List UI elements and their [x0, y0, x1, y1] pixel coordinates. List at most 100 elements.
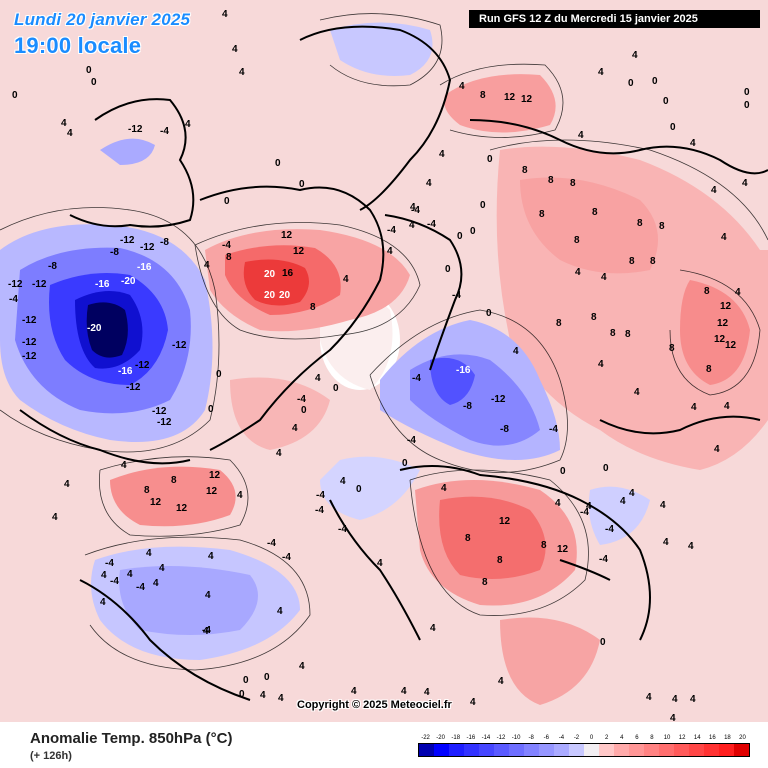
anomaly-value-label: 8	[556, 318, 562, 329]
anomaly-value-label: -4	[316, 490, 325, 501]
lead-time: (+ 126h)	[30, 750, 72, 762]
anomaly-value-label: 4	[598, 359, 604, 370]
anomaly-value-label: 8	[625, 329, 631, 340]
legend-tick-label: 8	[650, 735, 654, 741]
anomaly-value-label: 0	[216, 369, 222, 380]
anomaly-value-label: -4	[110, 576, 119, 587]
anomaly-value-label: 20	[279, 290, 291, 301]
anomaly-value-label: 8	[650, 256, 656, 267]
anomaly-value-label: 4	[578, 130, 584, 141]
anomaly-value-label: 4	[205, 590, 211, 601]
legend-tick-label: 16	[708, 735, 716, 741]
anomaly-value-label: 0	[12, 90, 18, 101]
anomaly-value-label: 4	[601, 272, 607, 283]
legend-tick-label: -18	[451, 735, 461, 741]
anomaly-value-label: 8	[704, 286, 710, 297]
anomaly-value-label: 12	[293, 246, 305, 257]
anomaly-value-label: -8	[48, 261, 57, 272]
anomaly-value-label: -16	[137, 262, 152, 273]
anomaly-value-label: 20	[264, 269, 276, 280]
legend-tick-label: -20	[436, 735, 445, 741]
anomaly-value-label: 4	[208, 551, 214, 562]
anomaly-value-label: -4	[387, 225, 396, 236]
anomaly-value-label: 8	[659, 221, 665, 232]
anomaly-value-label: 8	[574, 235, 580, 246]
anomaly-value-label: 4	[691, 402, 697, 413]
anomaly-value-label: 12	[209, 470, 221, 481]
anomaly-value-label: 4	[146, 548, 152, 559]
legend-color-swatch	[464, 744, 479, 756]
anomaly-value-label: -4	[411, 205, 420, 216]
anomaly-value-label: -12	[120, 235, 135, 246]
legend-tick-label: 14	[693, 735, 701, 741]
legend-color-swatch	[494, 744, 509, 756]
map-svg: -12 -12-8-16 -20-16-12-12 -8-20-12-12-12-12…	[0, 9, 768, 722]
anomaly-value-label: 4	[222, 9, 228, 20]
anomaly-value-label: 4	[672, 694, 678, 705]
legend-color-swatch	[614, 744, 629, 756]
anomaly-value-label: 4	[239, 67, 245, 78]
anomaly-value-label: 4	[441, 483, 447, 494]
anomaly-value-label: -8	[160, 237, 169, 248]
anomaly-value-label: 0	[243, 675, 249, 686]
legend-color-swatch	[479, 744, 494, 756]
anomaly-value-label: 4	[299, 661, 305, 672]
legend-tick-label: -4	[558, 735, 565, 741]
anomaly-value-label: 4	[340, 476, 346, 487]
anomaly-value-label: 0	[299, 179, 305, 190]
anomaly-value-label: 0	[744, 87, 750, 98]
anomaly-value-label: 0	[264, 672, 270, 683]
legend-tick-label: 0	[589, 735, 594, 741]
anomaly-value-label: -4	[315, 505, 324, 516]
anomaly-value-label: -12	[32, 279, 47, 290]
anomaly-value-label: -4	[452, 290, 461, 301]
anomaly-value-label: 4	[260, 690, 266, 701]
legend-tick-label: -12	[496, 735, 506, 741]
anomaly-value-label: -4	[136, 582, 145, 593]
anomaly-value-label: 12	[499, 516, 511, 527]
anomaly-value-label: 0	[86, 65, 92, 76]
parameter-title: Anomalie Temp. 850hPa (°C)	[30, 730, 233, 747]
anomaly-value-label: 4	[127, 569, 133, 580]
anomaly-value-label: 4	[409, 220, 415, 231]
anomaly-value-label: -12	[157, 417, 172, 428]
legend-color-swatch	[554, 744, 569, 756]
anomaly-labels: -12 -12-8-16 -20-16-12-12 -8-20-12-12-12-12…	[8, 9, 750, 722]
anomaly-value-label: 12	[521, 94, 533, 105]
anomaly-value-label: 8	[610, 328, 616, 339]
anomaly-map: -12 -12 -8 -16 -20 -16 -12 -12 -8 -20 -12 -12 -12 -12…	[0, 0, 768, 722]
legend-tick-label: 4	[620, 735, 624, 741]
anomaly-value-label: 8	[570, 178, 576, 189]
anomaly-value-label: 4	[634, 387, 640, 398]
anomaly-value-label: 4	[513, 346, 519, 357]
anomaly-value-label: 0	[91, 77, 97, 88]
anomaly-value-label: 4	[101, 570, 107, 581]
anomaly-value-label: -12	[152, 406, 167, 417]
anomaly-value-label: -16	[456, 365, 471, 376]
anomaly-value-label: 4	[292, 423, 298, 434]
anomaly-value-label: 4	[690, 138, 696, 149]
legend-tick-label: 18	[724, 735, 731, 741]
anomaly-value-label: 4	[153, 578, 159, 589]
anomaly-value-label: 12	[176, 503, 188, 514]
anomaly-value-label: 20	[264, 290, 276, 301]
legend-color-swatch	[449, 744, 464, 756]
anomaly-value-label: 8	[629, 256, 635, 267]
anomaly-value-label: 4	[277, 606, 283, 617]
legend-color-swatch	[719, 744, 734, 756]
anomaly-value-label: -12	[491, 394, 506, 405]
legend-tick-label: -8	[528, 735, 534, 741]
anomaly-value-label: 4	[276, 448, 282, 459]
anomaly-value-label: 4	[439, 149, 445, 160]
anomaly-value-label: 4	[575, 267, 581, 278]
anomaly-value-label: 12	[725, 340, 737, 351]
anomaly-value-label: 0	[356, 484, 362, 495]
anomaly-value-label: 12	[557, 544, 569, 555]
anomaly-value-label: 4	[315, 373, 321, 384]
anomaly-value-label: 4	[620, 496, 626, 507]
anomaly-value-label: 0	[224, 196, 230, 207]
anomaly-value-label: 4	[185, 119, 191, 130]
anomaly-value-label: 4	[470, 697, 476, 708]
anomaly-value-label: -20	[87, 323, 102, 334]
anomaly-value-label: 0	[486, 308, 492, 319]
